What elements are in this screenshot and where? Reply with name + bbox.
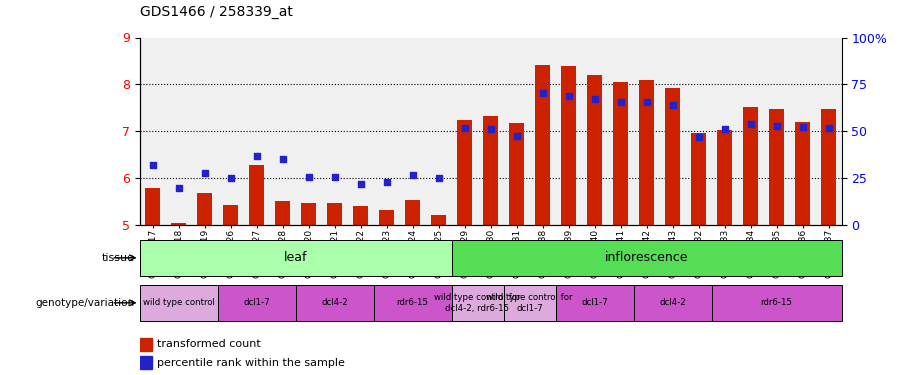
Bar [562,66,576,225]
Bar [140,338,152,351]
Text: genotype/variation: genotype/variation [36,298,135,308]
Point [171,186,185,191]
Bar [275,201,290,225]
Bar [374,285,452,321]
Point [770,123,784,129]
Bar [639,80,653,225]
Point [639,99,653,105]
Bar [712,285,842,321]
Bar [665,88,680,225]
Point [223,175,238,181]
Point [536,90,550,96]
Point [354,181,368,187]
Bar [503,285,555,321]
Point [691,134,706,140]
Text: dcl1-7: dcl1-7 [243,298,270,307]
Point [613,99,627,105]
Text: inflorescence: inflorescence [605,251,688,264]
Bar [197,193,211,225]
Point [145,162,159,168]
Point [302,174,316,180]
Point [796,124,810,130]
Point [509,133,524,139]
Bar [171,223,185,225]
Bar [822,109,836,225]
Text: rdr6-15: rdr6-15 [760,298,793,307]
Point [457,126,472,132]
Bar [328,203,342,225]
Bar [354,206,368,225]
Bar [483,116,498,225]
Text: leaf: leaf [284,251,307,264]
Bar [634,285,712,321]
Text: dcl4-2: dcl4-2 [659,298,686,307]
Bar [691,133,706,225]
Text: wild type control for
dcl1-7: wild type control for dcl1-7 [486,293,572,312]
Bar [509,123,524,225]
Bar [380,210,393,225]
Bar [431,214,446,225]
Bar [796,122,810,225]
Bar [588,75,602,225]
Text: tissue: tissue [102,253,135,263]
Bar [140,240,452,276]
Bar [452,240,842,276]
Point [717,126,732,132]
Text: wild type control for
dcl4-2, rdr6-15: wild type control for dcl4-2, rdr6-15 [434,293,521,312]
Text: wild type control: wild type control [142,298,214,307]
Bar [223,205,238,225]
Text: rdr6-15: rdr6-15 [397,298,428,307]
Point [275,156,290,162]
Text: percentile rank within the sample: percentile rank within the sample [158,358,345,368]
Point [743,121,758,127]
Point [328,174,342,180]
Text: GDS1466 / 258339_at: GDS1466 / 258339_at [140,5,292,19]
Point [588,96,602,102]
Bar [536,65,550,225]
Bar [555,285,634,321]
Bar [140,356,152,369]
Bar [457,120,472,225]
Bar [717,130,732,225]
Bar [405,200,419,225]
Text: dcl4-2: dcl4-2 [321,298,348,307]
Bar [146,188,159,225]
Bar [218,285,295,321]
Bar [295,285,373,321]
Point [665,102,680,108]
Text: transformed count: transformed count [158,339,261,349]
Point [249,153,264,159]
Bar [743,107,758,225]
Bar [614,82,627,225]
Point [483,126,498,132]
Text: dcl1-7: dcl1-7 [581,298,608,307]
Point [822,124,836,130]
Point [431,175,446,181]
Point [562,93,576,99]
Bar [140,285,218,321]
Point [197,171,211,177]
Bar [302,203,316,225]
Point [379,179,393,185]
Bar [452,285,503,321]
Bar [249,165,264,225]
Bar [770,109,784,225]
Point [405,172,419,178]
